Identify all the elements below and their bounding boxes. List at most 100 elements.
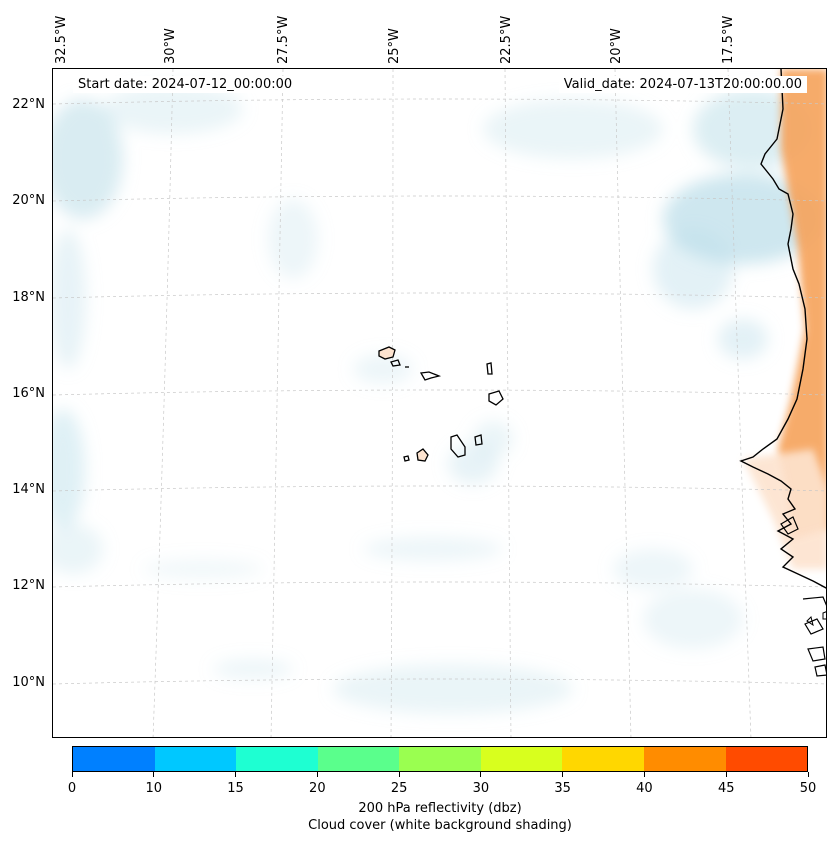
colorbar-segment: [562, 747, 644, 771]
cloud-patch: [268, 199, 318, 279]
cloud-patch: [718, 319, 768, 359]
cloud-patch: [53, 99, 123, 219]
cloud-patch: [333, 664, 573, 714]
colorbar-label-secondary: Cloud cover (white background shading): [308, 818, 572, 833]
colorbar: [72, 746, 808, 772]
island-sao-vicente: [390, 359, 401, 367]
meridian-20w: [614, 69, 632, 737]
cape-verde-islands: [378, 346, 504, 462]
parallel-20n: [53, 195, 826, 202]
lat-label-14n: 14°N: [12, 482, 45, 497]
island-maio: [474, 434, 483, 446]
lon-label-22-5w: 22.5°W: [499, 15, 514, 64]
cloud-patch: [53, 229, 86, 369]
colorbar-tick: [480, 772, 482, 777]
cloud-patch: [483, 99, 663, 159]
cloud-patch: [53, 524, 103, 574]
parallel-18n: [53, 292, 826, 299]
cloud-patch: [613, 549, 693, 589]
valid-date-label: Valid_date: 2024-07-13T20:00:00.00: [558, 76, 807, 93]
colorbar-tick-label: 40: [636, 781, 653, 796]
colorbar-tick: [398, 772, 400, 777]
parallel-16n: [53, 389, 826, 396]
parallel-10n: [53, 678, 826, 685]
coast-inlet-2: [802, 596, 826, 606]
coast-island-5: [822, 611, 826, 620]
colorbar-tick: [725, 772, 727, 777]
map-canvas: [53, 69, 826, 737]
land-fill: [743, 449, 826, 569]
coast-island-1: [804, 618, 824, 635]
cloud-patch: [643, 589, 743, 649]
lon-label-20w: 20°W: [609, 28, 624, 64]
colorbar-label-primary: 200 hPa reflectivity (dbz): [358, 801, 522, 816]
meridian-27-5w: [270, 69, 284, 737]
cloud-patch: [653, 229, 733, 309]
colorbar-tick: [153, 772, 155, 777]
parallel-22n: [53, 98, 826, 105]
coast-island-4: [806, 616, 814, 627]
island-santo-antao: [378, 346, 396, 360]
colorbar-segment: [480, 747, 563, 771]
coast-island-3: [814, 664, 826, 677]
lon-label-30w: 30°W: [163, 28, 178, 64]
land-reflectivity-layer: [743, 69, 826, 569]
parallel-14n: [53, 485, 826, 492]
lat-label-12n: 12°N: [12, 578, 45, 593]
cloud-patch: [213, 659, 293, 679]
island-sao-nicolau: [419, 371, 442, 381]
colorbar-segment: [399, 747, 481, 771]
colorbar-tick: [235, 772, 237, 777]
colorbar-segment: [725, 747, 808, 771]
colorbar-tick-label: 0: [67, 781, 77, 796]
cloud-patch: [473, 421, 513, 457]
meridian-22-5w: [504, 69, 512, 737]
africa-coastline: [739, 69, 826, 589]
colorbar-tick-label: 35: [554, 781, 571, 796]
parallel-12n: [53, 581, 826, 588]
meridian-30w: [152, 69, 174, 737]
cloud-patch: [53, 409, 85, 529]
colorbar-tick-label: 50: [799, 781, 817, 796]
cloud-cover-layer: [53, 84, 823, 714]
lat-label-16n: 16°N: [12, 386, 45, 401]
coast-island-2: [807, 646, 826, 662]
island-fogo: [416, 448, 429, 462]
colorbar-tick: [71, 772, 73, 777]
colorbar-tick-label: 10: [145, 781, 163, 796]
colorbar-tick: [316, 772, 318, 777]
lat-label-10n: 10°N: [12, 675, 45, 690]
meridian-25w: [390, 69, 394, 737]
colorbar-tick-label: 45: [717, 781, 735, 796]
colorbar-tick: [807, 772, 809, 777]
colorbar-segment: [317, 747, 400, 771]
colorbar-segment: [73, 747, 155, 771]
cloud-patch: [363, 537, 503, 561]
colorbar-segment: [154, 747, 237, 771]
cloud-patch: [103, 84, 243, 134]
colorbar-segment: [643, 747, 726, 771]
island-santiago: [450, 434, 466, 458]
lon-label-25w: 25°W: [387, 28, 402, 64]
coast-inlet-1: [780, 516, 799, 535]
lon-label-32-5w: 32.5°W: [54, 15, 69, 64]
lat-label-22n: 22°N: [12, 97, 45, 112]
colorbar-segment: [236, 747, 318, 771]
lon-label-27-5w: 27.5°W: [276, 15, 291, 64]
map-panel: [52, 68, 827, 738]
colorbar-tick-label: 25: [390, 781, 408, 796]
island-sal: [486, 362, 493, 375]
colorbar-tick: [562, 772, 564, 777]
lat-label-18n: 18°N: [12, 290, 45, 305]
cloud-patch: [143, 559, 263, 579]
graticule: [53, 69, 826, 737]
colorbar-tick-label: 30: [472, 781, 490, 796]
lat-label-20n: 20°N: [12, 193, 45, 208]
lon-label-17-5w: 17.5°W: [721, 15, 736, 64]
colorbar-tick-label: 15: [227, 781, 244, 796]
colorbar-tick-label: 20: [309, 781, 326, 796]
hot-land-band: [778, 69, 826, 539]
colorbar-tick: [643, 772, 645, 777]
island-boa-vista: [488, 390, 504, 406]
island-brava: [403, 455, 410, 462]
